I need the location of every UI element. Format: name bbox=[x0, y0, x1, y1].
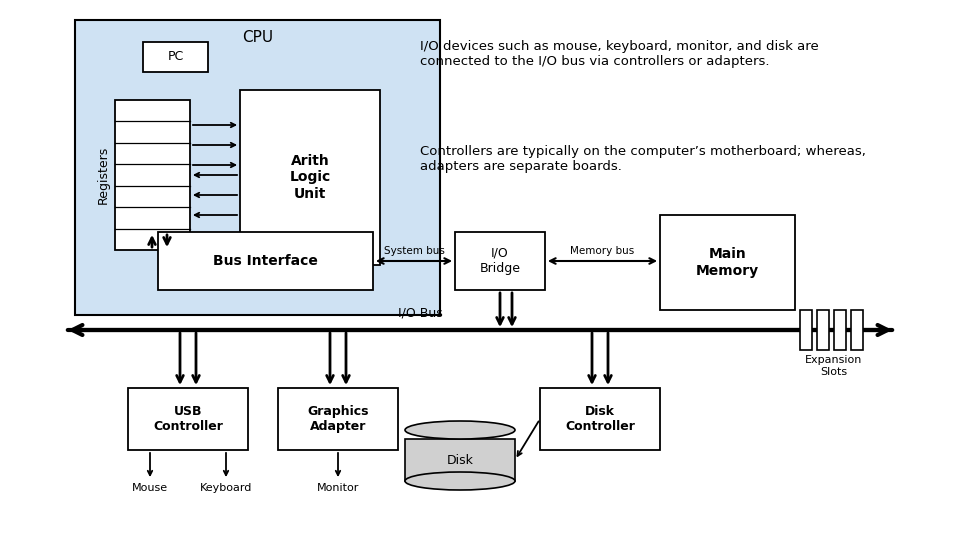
FancyBboxPatch shape bbox=[75, 20, 440, 315]
FancyBboxPatch shape bbox=[660, 215, 795, 310]
Bar bbox=[851, 310, 863, 350]
FancyBboxPatch shape bbox=[278, 388, 398, 450]
Text: Graphics
Adapter: Graphics Adapter bbox=[307, 405, 369, 433]
Text: Disk
Controller: Disk Controller bbox=[565, 405, 635, 433]
Text: Expansion
Slots: Expansion Slots bbox=[805, 355, 863, 376]
Bar bbox=[834, 310, 846, 350]
Text: I/O Bus: I/O Bus bbox=[397, 307, 443, 320]
Bar bbox=[800, 310, 812, 350]
Text: Registers: Registers bbox=[97, 146, 109, 204]
Bar bbox=[817, 310, 829, 350]
FancyBboxPatch shape bbox=[158, 232, 373, 290]
Text: Disk: Disk bbox=[446, 454, 473, 467]
Text: Arith
Logic
Unit: Arith Logic Unit bbox=[289, 154, 330, 201]
Bar bbox=[405, 439, 515, 481]
Text: Main
Memory: Main Memory bbox=[696, 247, 759, 278]
Text: Memory bus: Memory bus bbox=[570, 246, 635, 256]
Text: System bus: System bus bbox=[384, 246, 444, 256]
Text: Keyboard: Keyboard bbox=[200, 483, 252, 493]
FancyBboxPatch shape bbox=[240, 90, 380, 265]
FancyBboxPatch shape bbox=[540, 388, 660, 450]
Text: Bus Interface: Bus Interface bbox=[213, 254, 318, 268]
FancyBboxPatch shape bbox=[143, 42, 208, 72]
Ellipse shape bbox=[405, 421, 515, 439]
Ellipse shape bbox=[405, 472, 515, 490]
FancyBboxPatch shape bbox=[115, 100, 190, 250]
Text: I/O devices such as mouse, keyboard, monitor, and disk are
connected to the I/O : I/O devices such as mouse, keyboard, mon… bbox=[420, 40, 819, 68]
FancyBboxPatch shape bbox=[455, 232, 545, 290]
Text: Mouse: Mouse bbox=[132, 483, 168, 493]
FancyBboxPatch shape bbox=[128, 388, 248, 450]
Text: PC: PC bbox=[167, 51, 183, 64]
Text: Monitor: Monitor bbox=[317, 483, 359, 493]
Text: Controllers are typically on the computer’s motherboard; whereas,
adapters are s: Controllers are typically on the compute… bbox=[420, 145, 866, 173]
Text: CPU: CPU bbox=[242, 30, 273, 45]
Text: USB
Controller: USB Controller bbox=[153, 405, 223, 433]
Text: I/O
Bridge: I/O Bridge bbox=[479, 247, 520, 275]
